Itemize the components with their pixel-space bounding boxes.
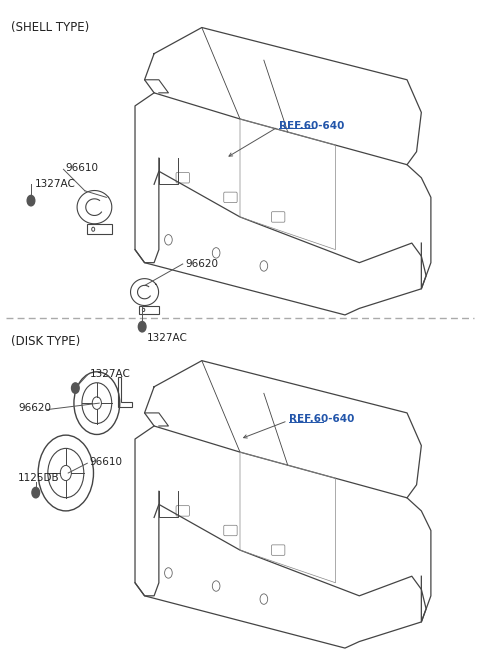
Text: (SHELL TYPE): (SHELL TYPE): [11, 21, 89, 34]
Circle shape: [72, 383, 79, 394]
Circle shape: [27, 195, 35, 206]
Text: 96620: 96620: [185, 259, 218, 269]
Text: 1327AC: 1327AC: [90, 369, 131, 379]
Text: REF.60-640: REF.60-640: [279, 121, 345, 131]
Text: 1125DB: 1125DB: [18, 473, 60, 483]
Text: 96610: 96610: [90, 457, 123, 467]
Text: 96610: 96610: [66, 163, 99, 173]
Circle shape: [138, 321, 146, 332]
Text: REF.60-640: REF.60-640: [288, 415, 354, 424]
Circle shape: [32, 487, 39, 498]
Text: 1327AC: 1327AC: [147, 333, 188, 344]
Text: 96620: 96620: [18, 403, 51, 413]
Text: (DISK TYPE): (DISK TYPE): [11, 335, 80, 348]
Text: 1327AC: 1327AC: [35, 179, 76, 190]
